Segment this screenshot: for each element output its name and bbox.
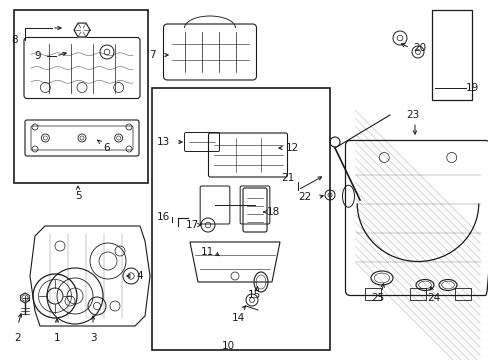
Text: 25: 25 bbox=[370, 293, 384, 303]
Text: 10: 10 bbox=[221, 341, 234, 351]
Text: 16: 16 bbox=[156, 212, 169, 222]
Text: 18: 18 bbox=[266, 207, 279, 217]
Bar bbox=[454, 288, 470, 300]
Text: 5: 5 bbox=[75, 191, 81, 201]
Bar bbox=[14, 10, 148, 183]
Text: 3: 3 bbox=[89, 333, 96, 343]
Text: 21: 21 bbox=[281, 173, 294, 183]
Text: 24: 24 bbox=[427, 293, 440, 303]
Text: 13: 13 bbox=[156, 137, 169, 147]
Text: 6: 6 bbox=[103, 143, 110, 153]
Text: 4: 4 bbox=[137, 271, 143, 281]
Text: 7: 7 bbox=[148, 50, 155, 60]
Polygon shape bbox=[74, 23, 90, 37]
Text: 9: 9 bbox=[35, 51, 41, 61]
Text: 19: 19 bbox=[465, 83, 478, 93]
Text: 15: 15 bbox=[247, 290, 260, 300]
Text: 1: 1 bbox=[54, 333, 60, 343]
Text: 20: 20 bbox=[412, 43, 426, 53]
Bar bbox=[364, 288, 380, 300]
Bar bbox=[431, 10, 471, 100]
Text: 17: 17 bbox=[185, 220, 198, 230]
Text: 14: 14 bbox=[231, 313, 244, 323]
Bar bbox=[152, 88, 329, 350]
Text: 8: 8 bbox=[12, 35, 18, 45]
Bar bbox=[409, 288, 425, 300]
Text: 23: 23 bbox=[406, 110, 419, 120]
Text: 12: 12 bbox=[285, 143, 298, 153]
Text: 22: 22 bbox=[298, 192, 311, 202]
Text: 2: 2 bbox=[15, 333, 21, 343]
Text: 11: 11 bbox=[200, 247, 213, 257]
